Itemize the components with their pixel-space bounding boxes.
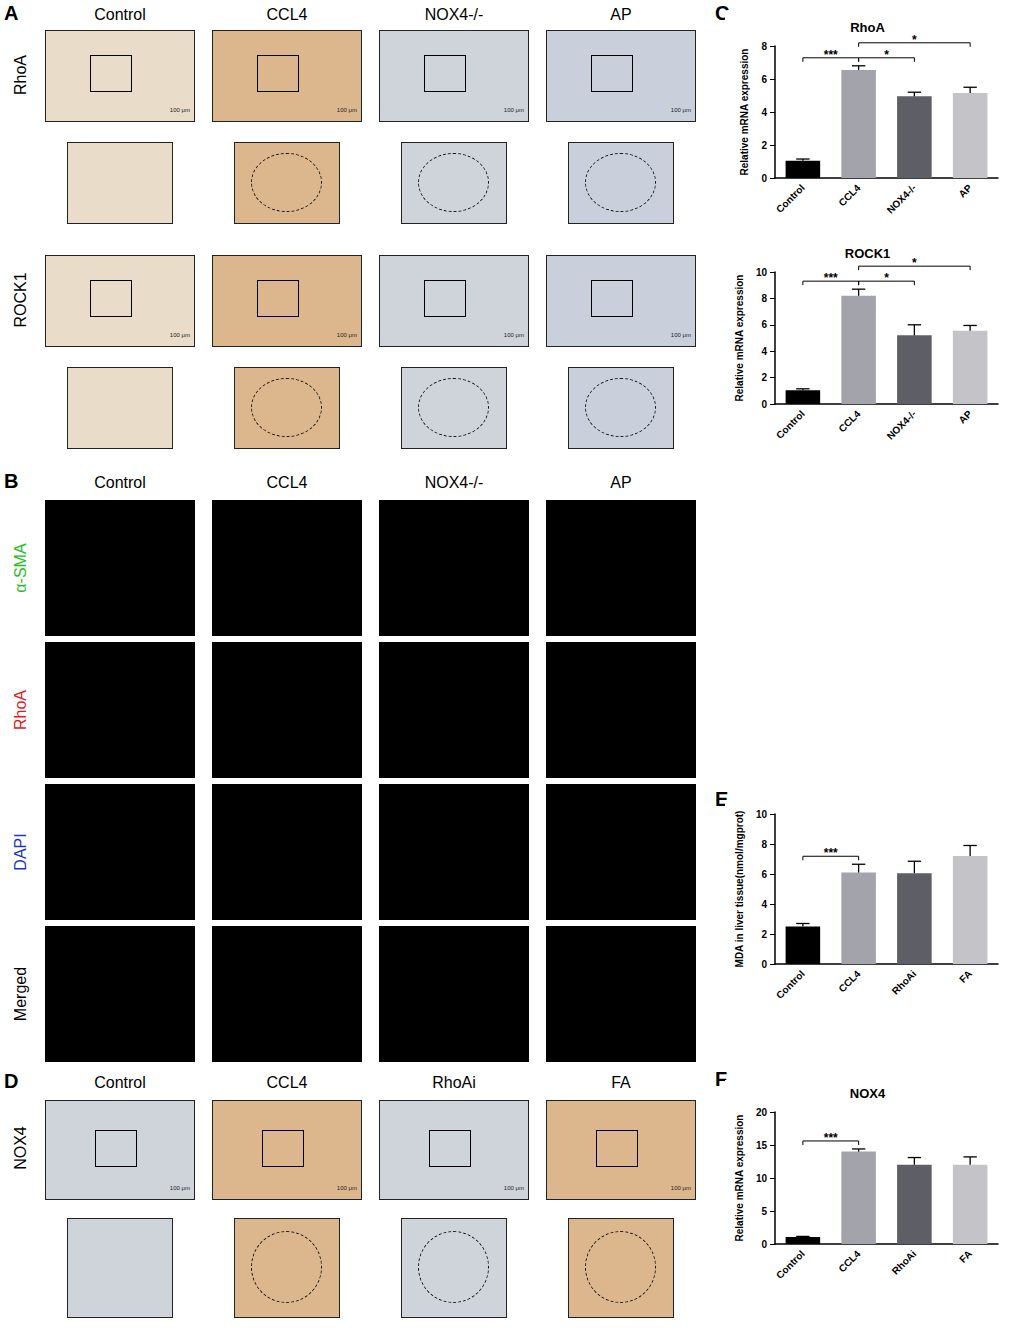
svg-text:CCL4: CCL4 bbox=[836, 182, 863, 209]
svg-text:15: 15 bbox=[756, 1140, 768, 1151]
html-text:FA: FA bbox=[611, 1074, 631, 1091]
html-text:B: B bbox=[4, 470, 19, 492]
svg-text:Control: Control bbox=[774, 408, 807, 441]
svg-text:***: *** bbox=[824, 846, 838, 860]
html-text:α-SMA: α-SMA bbox=[12, 543, 29, 593]
html-text:CCL4: CCL4 bbox=[266, 6, 308, 23]
svg-text:0: 0 bbox=[761, 173, 767, 184]
html-text:C: C bbox=[715, 2, 730, 24]
html-text:100 μm: 100 μm bbox=[670, 332, 691, 338]
svg-text:2: 2 bbox=[761, 372, 767, 383]
html-text:ROCK1: ROCK1 bbox=[12, 272, 29, 328]
html-text:E: E bbox=[715, 788, 729, 810]
svg-text:CCL4: CCL4 bbox=[836, 968, 863, 995]
svg-text:Control: Control bbox=[774, 968, 807, 1001]
html-text:100 μm: 100 μm bbox=[670, 1185, 691, 1191]
svg-text:20: 20 bbox=[756, 1107, 768, 1118]
html-text:Control: Control bbox=[94, 474, 146, 491]
svg-text:6: 6 bbox=[761, 74, 767, 85]
html-text:DAPI: DAPI bbox=[12, 833, 29, 871]
html-text:100 μm: 100 μm bbox=[169, 107, 190, 113]
svg-text:*: * bbox=[884, 271, 889, 285]
svg-text:10: 10 bbox=[756, 1173, 768, 1184]
html-text:F: F bbox=[715, 1068, 728, 1090]
html-text:NOX4: NOX4 bbox=[12, 1126, 29, 1170]
html-text:100 μm: 100 μm bbox=[670, 107, 691, 113]
svg-text:10: 10 bbox=[756, 267, 768, 278]
svg-text:Relative mRNA expression: Relative mRNA expression bbox=[734, 275, 745, 402]
html-text:AP: AP bbox=[610, 474, 632, 491]
svg-text:MDA in liver tissue(nmol/mgpro: MDA in liver tissue(nmol/mgprot) bbox=[734, 811, 745, 968]
html-text:Merged: Merged bbox=[12, 966, 29, 1022]
svg-text:NOX4-/-: NOX4-/- bbox=[885, 182, 919, 216]
svg-text:5: 5 bbox=[761, 1206, 767, 1217]
svg-text:4: 4 bbox=[761, 107, 767, 118]
html-text:100 μm: 100 μm bbox=[503, 332, 524, 338]
html-text:CCL4: CCL4 bbox=[266, 1074, 308, 1091]
svg-text:AP: AP bbox=[956, 182, 974, 200]
svg-text:4: 4 bbox=[761, 346, 767, 357]
html-text:RhoA: RhoA bbox=[12, 690, 29, 730]
svg-text:Control: Control bbox=[774, 1248, 807, 1281]
html-text:Control: Control bbox=[94, 6, 146, 23]
svg-text:0: 0 bbox=[761, 399, 767, 410]
html-text:100 μm: 100 μm bbox=[336, 107, 357, 113]
svg-text:4: 4 bbox=[761, 899, 767, 910]
html-text:100 μm: 100 μm bbox=[169, 332, 190, 338]
html-text:NOX4-/-: NOX4-/- bbox=[424, 474, 484, 491]
html-text:NOX4-/-: NOX4-/- bbox=[424, 6, 484, 23]
svg-text:NOX4-/-: NOX4-/- bbox=[885, 408, 919, 442]
svg-text:RhoAi: RhoAi bbox=[890, 1248, 919, 1277]
svg-text:***: *** bbox=[824, 271, 838, 285]
svg-text:6: 6 bbox=[761, 319, 767, 330]
svg-text:8: 8 bbox=[761, 293, 767, 304]
svg-text:FA: FA bbox=[957, 1248, 974, 1265]
svg-text:0: 0 bbox=[761, 1239, 767, 1250]
svg-text:ROCK1: ROCK1 bbox=[845, 246, 891, 261]
svg-text:*: * bbox=[912, 33, 917, 47]
html-text:100 μm: 100 μm bbox=[503, 1185, 524, 1191]
html-text:100 μm: 100 μm bbox=[336, 1185, 357, 1191]
svg-text:***: *** bbox=[824, 1131, 838, 1145]
html-text:AP: AP bbox=[610, 6, 632, 23]
html-text:100 μm: 100 μm bbox=[169, 1185, 190, 1191]
svg-text:AP: AP bbox=[956, 408, 974, 426]
svg-text:Control: Control bbox=[774, 182, 807, 215]
html-text:A: A bbox=[4, 2, 19, 24]
html-text:RhoAi: RhoAi bbox=[432, 1074, 476, 1091]
svg-text:0: 0 bbox=[761, 959, 767, 970]
svg-text:8: 8 bbox=[761, 839, 767, 850]
svg-text:2: 2 bbox=[761, 140, 767, 151]
html-text:Control: Control bbox=[94, 1074, 146, 1091]
svg-text:RhoAi: RhoAi bbox=[890, 968, 919, 997]
html-text:100 μm: 100 μm bbox=[503, 107, 524, 113]
svg-text:10: 10 bbox=[756, 809, 768, 820]
html-text:100 μm: 100 μm bbox=[336, 332, 357, 338]
svg-text:CCL4: CCL4 bbox=[836, 1248, 863, 1275]
html-text:CCL4: CCL4 bbox=[266, 474, 308, 491]
html-text:RhoA: RhoA bbox=[12, 55, 29, 95]
svg-text:***: *** bbox=[824, 48, 838, 62]
svg-text:Relative mRNA expression: Relative mRNA expression bbox=[734, 1115, 745, 1242]
svg-text:*: * bbox=[884, 48, 889, 62]
svg-text:CCL4: CCL4 bbox=[836, 408, 863, 435]
svg-text:6: 6 bbox=[761, 869, 767, 880]
svg-text:8: 8 bbox=[761, 41, 767, 52]
svg-text:FA: FA bbox=[957, 968, 974, 985]
svg-text:Relative mRNA expression: Relative mRNA expression bbox=[739, 49, 750, 176]
svg-text:RhoA: RhoA bbox=[850, 20, 885, 35]
svg-text:NOX4: NOX4 bbox=[850, 1086, 886, 1101]
svg-text:*: * bbox=[912, 256, 917, 270]
svg-text:2: 2 bbox=[761, 929, 767, 940]
html-text:D: D bbox=[4, 1070, 19, 1092]
